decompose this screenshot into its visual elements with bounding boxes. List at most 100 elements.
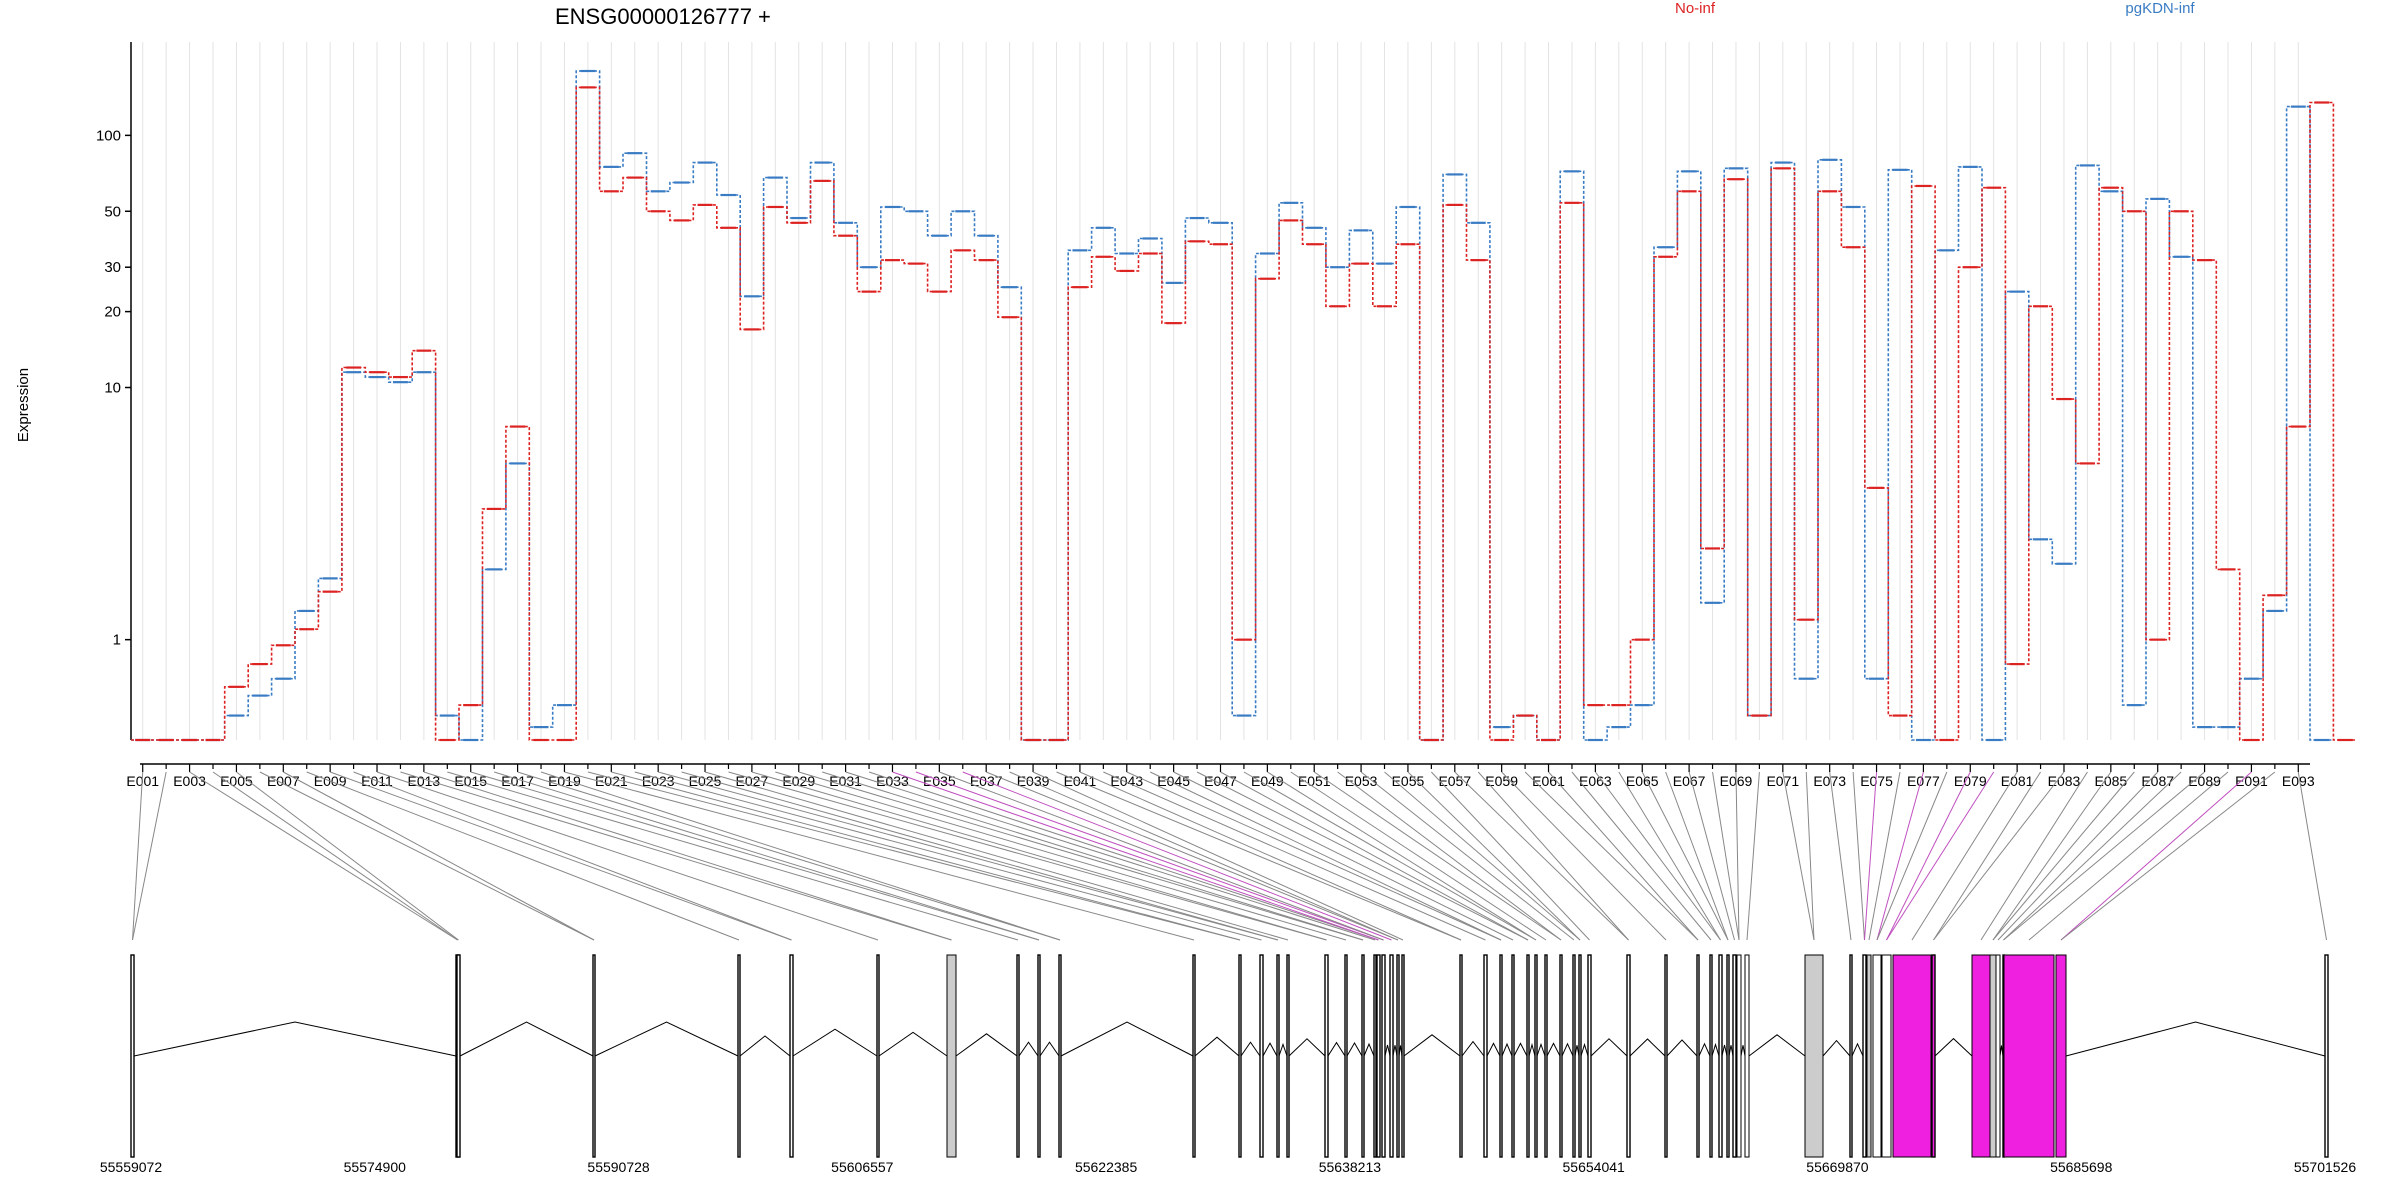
x-tick-label: E081: [2001, 773, 2034, 789]
intron-line: [955, 1033, 1018, 1057]
exon-connector: [517, 771, 1061, 941]
x-tick-label: E093: [2282, 773, 2315, 789]
exon-connector: [939, 771, 1384, 941]
exon-connector: [1149, 771, 1502, 941]
intron-line: [1363, 1042, 1375, 1057]
intron-line: [1486, 1042, 1501, 1057]
exon-connector: [132, 771, 144, 941]
exon-connector: [1571, 771, 1712, 941]
intron-line: [1501, 1042, 1513, 1057]
exon-connector: [494, 771, 1040, 941]
exon-connectors: [132, 771, 2327, 941]
exon-block: [1587, 954, 1592, 1158]
exon-block: [2003, 954, 2055, 1158]
exon-block: [1534, 954, 1538, 1158]
exon-connector: [1032, 771, 1404, 941]
x-tick-label: E007: [267, 773, 300, 789]
exon-block: [1511, 954, 1515, 1158]
exon-block: [1483, 954, 1488, 1158]
exon-connector: [1196, 771, 1529, 941]
exon-block: [1744, 954, 1750, 1158]
exon-block: [1499, 954, 1503, 1158]
exon-connector: [564, 771, 1195, 941]
exon-block: [2055, 954, 2067, 1158]
exon-connector: [1220, 771, 1529, 941]
x-tick-label: E051: [1298, 773, 1331, 789]
exon-connector: [1735, 771, 1740, 941]
genomic-coordinate-label: 55606557: [831, 1159, 894, 1175]
exon-block: [1361, 954, 1365, 1158]
intron-line: [2065, 1021, 2326, 1057]
intron-line: [1403, 1034, 1461, 1057]
exon-connector: [845, 771, 1376, 941]
series-0: [131, 86, 2357, 742]
exon-connector: [1477, 771, 1629, 941]
exon-connector: [1641, 771, 1729, 941]
exon-connector: [132, 771, 167, 941]
exon-connector: [1805, 771, 1815, 941]
exon-connector: [1864, 771, 1878, 941]
exon-connector: [1524, 771, 1699, 941]
x-tick-label: E003: [173, 773, 206, 789]
exon-connector: [1431, 771, 1590, 941]
intron-line: [459, 1021, 594, 1057]
exon-connector: [1313, 771, 1562, 941]
intron-line: [1278, 1042, 1288, 1057]
x-tick-label: E087: [2141, 773, 2174, 789]
exon-block: [1526, 954, 1530, 1158]
exon-connector: [1501, 771, 1667, 941]
intron-line: [792, 1028, 878, 1057]
intron-line: [1327, 1041, 1346, 1057]
intron-line: [1384, 1044, 1391, 1057]
exon-connector: [1243, 771, 1537, 941]
y-tick-label: 10: [104, 380, 121, 397]
exon-block: [1931, 954, 1936, 1158]
exon-block: [1192, 954, 1196, 1158]
genomic-coordinate-label: 55669870: [1806, 1159, 1869, 1175]
exon-block: [1058, 954, 1062, 1158]
exon-block: [1559, 954, 1563, 1158]
exon-connector: [259, 771, 595, 941]
x-axis: E001E003E005E007E009E011E013E015E017E019…: [126, 763, 2315, 789]
exon-connector: [634, 771, 1262, 941]
y-axis-label: Expression: [15, 368, 32, 442]
x-tick-label: E039: [1017, 773, 1050, 789]
x-tick-label: E061: [1532, 773, 1565, 789]
exon-block: [1578, 954, 1582, 1158]
exon-block: [1849, 954, 1853, 1158]
exon-connector: [704, 771, 1289, 941]
genomic-coordinate-label: 55685698: [2050, 1159, 2113, 1175]
x-tick-label: E071: [1766, 773, 1799, 789]
x-tick-label: E053: [1345, 773, 1378, 789]
y-tick-label: 20: [104, 304, 121, 321]
exon-connector: [1829, 771, 1852, 941]
exon-block: [1709, 954, 1713, 1158]
intron-line: [1580, 1042, 1589, 1057]
exon-connector: [1009, 771, 1399, 941]
exon-connector: [798, 771, 1364, 941]
exon-block: [1804, 954, 1824, 1158]
exon-connector: [1980, 771, 2088, 941]
x-tick-label: E035: [923, 773, 956, 789]
x-tick-label: E049: [1251, 773, 1284, 789]
exon-block: [1373, 954, 1377, 1158]
exon-connector: [1852, 771, 1865, 941]
legend: No-inf pgKDN-inf: [1675, 0, 2195, 17]
intron-line: [1590, 1038, 1628, 1057]
exon-connector: [189, 771, 458, 941]
exon-connector: [892, 771, 1379, 941]
intron-line: [1528, 1042, 1536, 1057]
exon-connector: [236, 771, 459, 941]
intron-line: [1546, 1042, 1561, 1057]
exon-connector: [423, 771, 952, 941]
exon-connector: [283, 771, 595, 941]
exon-connector: [1782, 771, 1815, 941]
exon-block: [1544, 954, 1548, 1158]
exon-connector: [1103, 771, 1486, 941]
genomic-coordinate-label: 55559072: [100, 1159, 163, 1175]
y-tick-label: 50: [104, 203, 121, 220]
exon-block: [1881, 954, 1892, 1158]
x-tick-label: E021: [595, 773, 628, 789]
x-tick-label: E047: [1204, 773, 1237, 789]
exon-block: [1389, 954, 1394, 1158]
